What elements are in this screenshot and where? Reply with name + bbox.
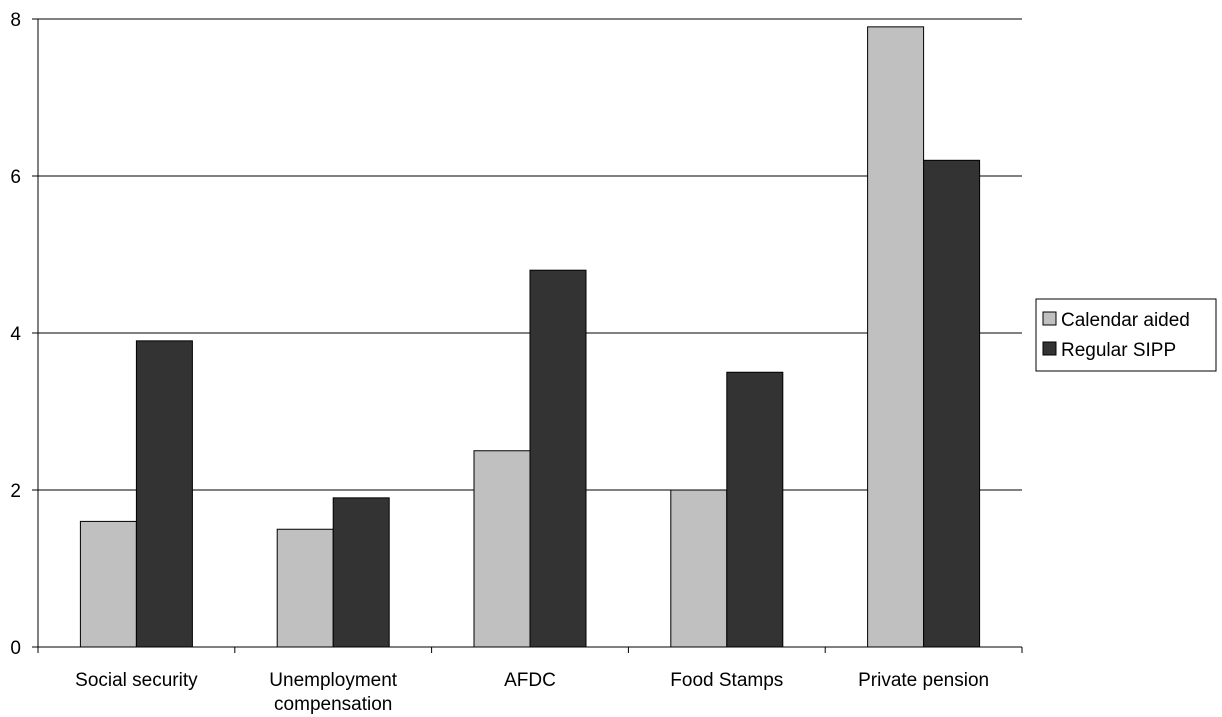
x-category-label-line: compensation <box>274 694 392 715</box>
legend-box <box>1035 298 1217 372</box>
x-category-label-line: Food Stamps <box>670 670 783 691</box>
x-category-label: AFDC <box>504 670 556 691</box>
legend-label-0: Calendar aided <box>1061 310 1190 331</box>
x-category-label-line: Private pension <box>858 670 989 691</box>
y-tick-label: 4 <box>10 324 21 345</box>
legend-swatch-0 <box>1042 311 1057 326</box>
bar-regular-sipp-0 <box>135 340 193 648</box>
bar-calendar-aided-4 <box>867 26 925 648</box>
axes <box>32 18 1023 653</box>
y-tick-label: 6 <box>10 167 21 188</box>
x-category-label-line: Unemployment <box>269 670 397 691</box>
y-tick-label: 2 <box>10 481 21 502</box>
y-tick-label: 0 <box>10 638 21 659</box>
legend-swatch-1 <box>1042 341 1057 356</box>
bar-calendar-aided-1 <box>276 528 334 648</box>
x-category-label: Social security <box>75 670 198 691</box>
bar-regular-sipp-2 <box>529 269 587 648</box>
bar-calendar-aided-2 <box>473 450 531 648</box>
x-category-label-line: AFDC <box>504 670 556 691</box>
x-category-label-line: Social security <box>75 670 198 691</box>
legend: Calendar aided Regular SIPP <box>1035 298 1217 372</box>
y-tick-label: 8 <box>10 10 21 31</box>
y-tick-labels: 0 2 4 6 8 <box>10 10 21 659</box>
bar-calendar-aided-0 <box>79 520 137 648</box>
x-category-labels: Social security Unemployment compensation A… <box>75 670 989 715</box>
x-category-label: Food Stamps <box>670 670 783 691</box>
bar-regular-sipp-3 <box>726 371 784 648</box>
bar-regular-sipp-4 <box>923 159 981 648</box>
bar-regular-sipp-1 <box>332 497 390 648</box>
x-category-label: Unemployment compensation <box>269 670 397 715</box>
x-category-label: Private pension <box>858 670 989 691</box>
legend-label-1: Regular SIPP <box>1061 340 1176 361</box>
bars <box>79 26 981 648</box>
bar-calendar-aided-3 <box>670 489 728 648</box>
